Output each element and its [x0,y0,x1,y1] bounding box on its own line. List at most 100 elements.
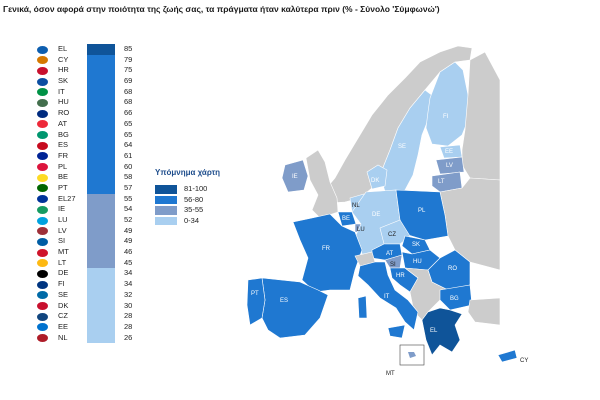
bar-value: 79 [124,54,133,64]
bar [87,140,115,151]
bar-row: NL 26 [37,332,141,344]
bar [87,193,115,205]
bar-value: 75 [124,65,133,75]
legend-items: 81-100 56-80 35-55 0-34 [155,184,220,226]
country-code: EE [58,321,69,331]
map-label-es: ES [280,298,288,304]
bar-value: 32 [124,289,133,299]
bar [87,215,115,226]
bar-value: 49 [124,236,133,246]
map-region-lv [435,156,465,175]
bar [87,332,115,344]
bar-row: EL 85 [37,44,141,55]
europe-map: FI SE EE LV LT DK IE NL BE DE PL LU CZ SK FR AT HU RO SIHR… [246,45,528,377]
map-label-lu: LU [357,227,365,233]
country-code: HU [58,97,69,107]
legend-swatch [155,195,177,204]
map-labels: FI SE EE LV LT DK IE NL BE DE PL LU CZ SK FR AT HU RO SIHR… [251,114,528,377]
bar-row: IE 54 [37,204,141,215]
map-label-pl: PL [418,208,426,214]
country-flag-icon [37,195,48,204]
bar [87,289,115,301]
country-flag-icon [37,66,48,75]
country-code: SE [58,289,69,299]
bar [87,311,115,322]
country-flag-icon [37,184,48,193]
bar [87,182,115,194]
bar-value: 28 [124,321,133,331]
map-label-cz: CZ [388,232,396,238]
bar [87,247,115,258]
bar-row: HU 68 [37,97,141,109]
country-code: HR [58,65,69,75]
country-code: FI [58,279,65,289]
country-code: CZ [58,311,68,321]
bar-value: 65 [124,129,133,139]
bar-value: 34 [124,279,133,289]
bar [87,44,115,55]
country-code: NL [58,332,68,342]
map-label-hu: HU [413,259,422,265]
legend-item: 56-80 [155,195,220,206]
country-flag-icon [37,98,48,107]
legend-swatch [155,185,177,194]
country-code: LT [58,257,67,267]
bar-value: 65 [124,118,133,128]
bar-value: 49 [124,225,133,235]
country-code: IE [58,204,66,214]
country-code: EL27 [58,193,76,203]
bar-value: 58 [124,172,133,182]
map-label-si: SI [390,262,396,268]
map-region-fr [292,213,363,293]
norway-shape [317,45,473,204]
bar-row: SE 32 [37,289,141,301]
map-label-ie: IE [292,174,298,180]
country-flag-icon [37,216,48,225]
map-region-mt [408,352,416,358]
bar-row: LT 45 [37,257,141,269]
country-flag-icon [37,56,48,65]
country-code: RO [58,108,70,118]
chart-title: Γενικά, όσον αφορά στην ποιότητα της ζωή… [3,4,440,14]
map-region-dk [366,164,388,190]
map-label-se: SE [398,144,406,150]
bar-row: RO 66 [37,108,141,119]
legend-swatch [155,206,177,215]
bar [87,279,115,290]
bar-value: 46 [124,247,133,257]
country-flag-icon [37,237,48,246]
bar [87,204,115,215]
map-label-hr: HR [396,273,405,279]
bar-row: SK 69 [37,76,141,87]
map-label-be: BE [342,216,350,222]
map-region-ie [281,159,309,193]
country-flag-icon [37,120,48,129]
country-flag-icon [37,77,48,86]
map-label-dk: DK [371,178,379,184]
sardinia-shape [357,295,368,319]
map-legend: Υπόμνημα χάρτη 81-100 56-80 35-55 0-34 [155,168,220,226]
bar-row: BE 58 [37,172,141,183]
map-label-el: EL [430,328,438,334]
legend-item: 0-34 [155,216,220,227]
legend-title: Υπόμνημα χάρτη [155,168,221,177]
bar [87,268,115,280]
bar-row: BG 65 [37,129,141,141]
bar [87,236,115,248]
country-flag-icon [37,227,48,236]
country-code: SK [58,76,69,86]
country-code: CY [58,54,69,64]
country-flag-icon [37,291,48,300]
bar-row: SI 49 [37,236,141,248]
country-code: BG [58,129,69,139]
legend-label: 56-80 [184,194,204,204]
bar-value: 34 [124,268,133,278]
country-flag-icon [37,131,48,139]
map-label-cy: CY [520,358,528,364]
map-region-pt [246,277,266,326]
country-flag-icon [37,45,48,54]
bar-row: PT 57 [37,182,141,194]
bar [87,161,115,173]
map-region-cy [497,349,518,363]
country-code: BE [58,172,69,182]
